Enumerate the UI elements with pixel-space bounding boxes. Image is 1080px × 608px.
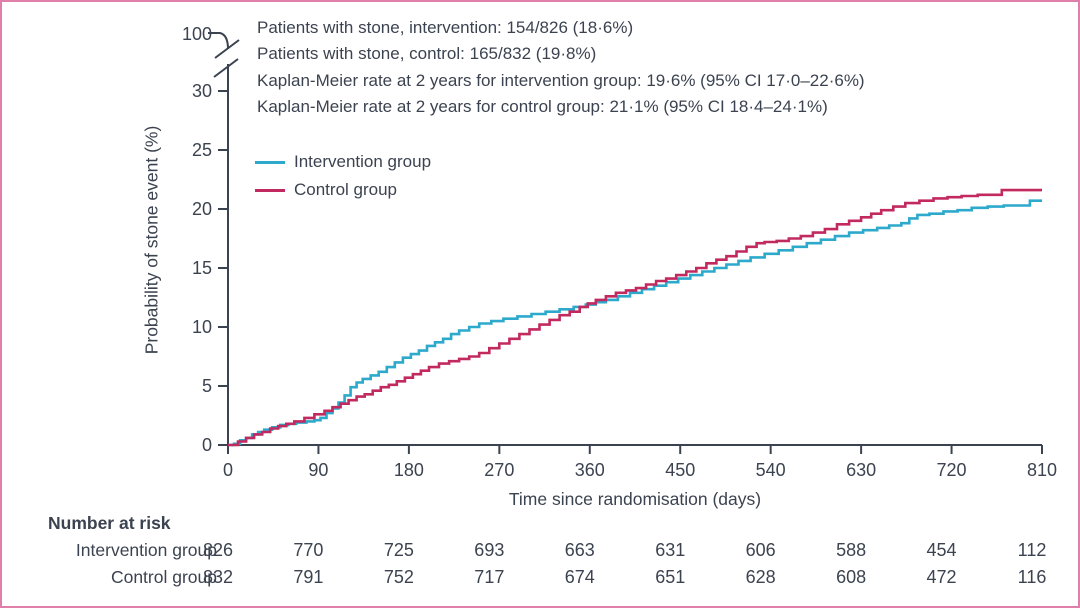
series-path-intervention bbox=[228, 199, 1042, 447]
risk-value: 651 bbox=[655, 567, 686, 587]
annotation-km-rate-control: Kaplan-Meier rate at 2 years for control… bbox=[257, 96, 828, 116]
y-axis-break-slash bbox=[213, 58, 239, 78]
legend-label-control: Control group bbox=[294, 180, 398, 199]
x-tick-label: 0 bbox=[223, 460, 233, 480]
y-axis-title: Probability of stone event (%) bbox=[141, 125, 162, 355]
risk-value: 472 bbox=[926, 567, 957, 587]
risk-value: 608 bbox=[836, 567, 867, 587]
risk-value: 628 bbox=[745, 567, 776, 587]
y-tick-label: 15 bbox=[192, 258, 212, 278]
y-tick-label: 25 bbox=[192, 140, 212, 160]
y-axis-break-curve bbox=[208, 32, 229, 50]
legend-item-intervention: Intervention group bbox=[255, 148, 431, 176]
y-axis-break-slash bbox=[214, 39, 240, 59]
x-tick-label: 450 bbox=[665, 460, 695, 480]
x-tick-label: 810 bbox=[1027, 460, 1057, 480]
annotation-patients-intervention: Patients with stone, intervention: 154/8… bbox=[257, 18, 634, 37]
x-tick-label: 360 bbox=[575, 460, 605, 480]
risk-value: 791 bbox=[293, 567, 324, 587]
risk-row-label-control: Control group bbox=[110, 567, 217, 587]
y-tick-label: 0 bbox=[202, 435, 212, 455]
series-path-control bbox=[228, 188, 1042, 447]
risk-table-header: Number at risk bbox=[48, 513, 171, 533]
risk-value: 674 bbox=[564, 567, 595, 587]
annotation-km-rate-intervention: Kaplan-Meier rate at 2 years for interve… bbox=[257, 70, 865, 90]
control-line-swatch bbox=[255, 188, 285, 192]
risk-value: 454 bbox=[926, 540, 957, 560]
risk-value: 606 bbox=[745, 540, 776, 560]
annotation-patients-control: Patients with stone, control: 165/832 (1… bbox=[257, 44, 597, 64]
risk-value: 631 bbox=[655, 540, 686, 560]
legend: Intervention group Control group bbox=[255, 148, 431, 204]
risk-value: 725 bbox=[383, 540, 414, 560]
intervention-line-swatch bbox=[255, 160, 285, 164]
risk-row-label-intervention: Intervention group bbox=[75, 540, 217, 560]
x-tick-label: 270 bbox=[484, 460, 514, 480]
y-tick-label: 5 bbox=[202, 376, 212, 396]
y-tick-label-100: 100 bbox=[182, 24, 212, 44]
x-axis-title: Time since randomisation (days) bbox=[508, 489, 762, 509]
risk-value: 116 bbox=[1017, 567, 1047, 587]
risk-value: 832 bbox=[202, 567, 234, 587]
x-tick-label: 630 bbox=[846, 460, 876, 480]
risk-row-control: Control group 832 791 752 717 674 651 628 608 47… bbox=[2, 567, 1078, 591]
y-tick-label: 20 bbox=[192, 199, 212, 219]
annotation-block: Patients with stone, intervention: 154/8… bbox=[257, 15, 865, 120]
x-tick-label: 180 bbox=[394, 460, 424, 480]
legend-item-control: Control group bbox=[255, 176, 431, 204]
risk-row-intervention: Intervention group 826 770 725 693 663 631 606… bbox=[2, 540, 1078, 564]
legend-label-intervention: Intervention group bbox=[294, 152, 432, 171]
risk-value: 770 bbox=[293, 540, 324, 560]
y-tick-label: 10 bbox=[192, 317, 212, 337]
risk-value: 663 bbox=[564, 540, 595, 560]
risk-value: 752 bbox=[383, 567, 414, 587]
x-tick-label: 540 bbox=[756, 460, 786, 480]
x-tick-label: 720 bbox=[937, 460, 967, 480]
risk-value: 693 bbox=[474, 540, 505, 560]
risk-value: 112 bbox=[1017, 540, 1047, 560]
x-tick-label: 90 bbox=[308, 460, 328, 480]
y-tick-label: 30 bbox=[192, 81, 212, 101]
risk-value: 717 bbox=[474, 567, 505, 587]
risk-value: 826 bbox=[202, 540, 234, 560]
risk-value: 588 bbox=[836, 540, 867, 560]
